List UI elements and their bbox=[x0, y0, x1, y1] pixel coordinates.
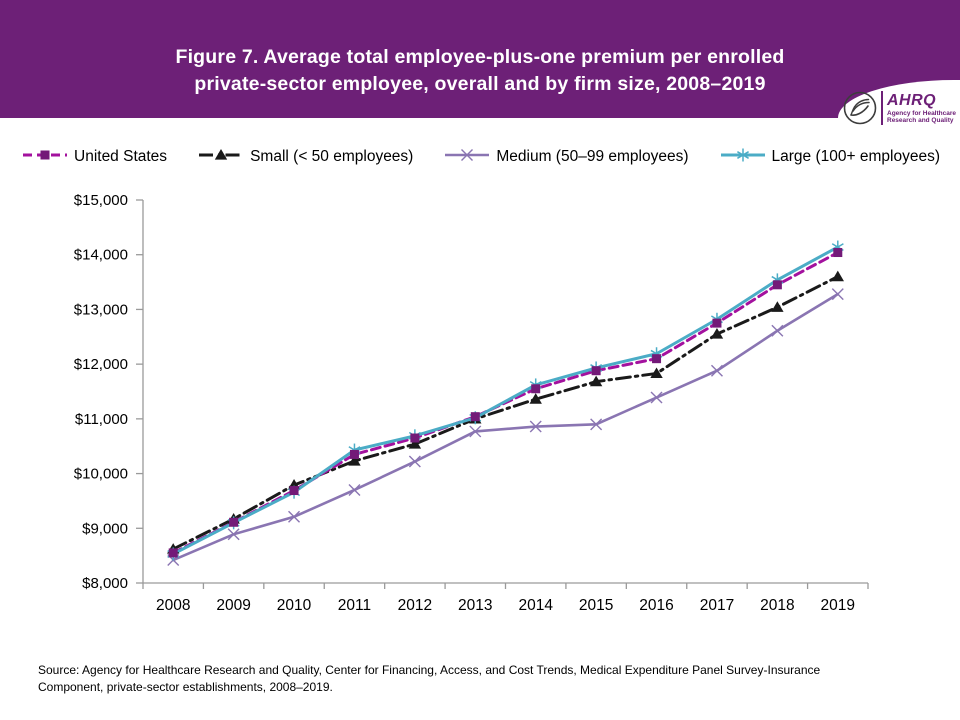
legend-sample-svg bbox=[720, 148, 765, 161]
legend-sample-small bbox=[198, 147, 244, 168]
legend-label-medium: Medium (50–99 employees) bbox=[496, 148, 689, 165]
chart-legend: United States Small (< 50 employees) Med… bbox=[22, 144, 940, 170]
ahrq-tagline-line2: Research and Quality bbox=[887, 116, 954, 124]
y-tick-label: $14,000 bbox=[74, 247, 128, 264]
axes bbox=[142, 200, 868, 584]
y-tick-label: $15,000 bbox=[74, 192, 128, 209]
legend-item-small: Small (< 50 employees) bbox=[198, 147, 413, 168]
x-tick-label: 2015 bbox=[579, 597, 613, 614]
legend-sample-medium bbox=[444, 147, 490, 168]
x-tick-label: 2010 bbox=[277, 597, 312, 614]
x-tick-label: 2011 bbox=[338, 597, 371, 614]
series-markers-united-states bbox=[168, 248, 843, 558]
legend-item-large: Large (100+ employees) bbox=[720, 147, 940, 168]
y-tick-label: $12,000 bbox=[74, 356, 128, 373]
legend-label-united-states: United States bbox=[74, 148, 168, 165]
figure-title: Figure 7. Average total employee-plus-on… bbox=[0, 44, 960, 98]
x-axis-ticks: 2008 2009 2010 2011 2012 2013 2014 2015 2016 2017… bbox=[142, 583, 869, 614]
series-line-small-50-employees bbox=[171, 275, 840, 551]
x-tick-label: 2008 bbox=[156, 597, 190, 614]
y-tick-label: $8,000 bbox=[82, 575, 128, 592]
series-markers-medium-50-99-employees bbox=[167, 288, 844, 567]
figure-title-line2: private-sector employee, overall and by … bbox=[194, 73, 766, 95]
logo-divider bbox=[881, 91, 883, 125]
x-tick-label: 2013 bbox=[458, 597, 492, 614]
y-tick-label: $9,000 bbox=[82, 520, 128, 537]
ahrq-logo: AHRQ Agency for Healthcare Research and … bbox=[842, 86, 958, 130]
series-line-medium-50-99-employees bbox=[171, 292, 840, 562]
legend-sample-svg bbox=[199, 148, 244, 160]
legend-label-large: Large (100+ employees) bbox=[771, 148, 940, 165]
y-tick-label: $11,000 bbox=[75, 411, 128, 428]
series-markers-small-50-employees bbox=[167, 270, 844, 554]
x-tick-label: 2018 bbox=[760, 597, 794, 614]
hhs-eagle-icon bbox=[843, 91, 877, 125]
x-tick-label: 2014 bbox=[518, 597, 553, 614]
ahrq-wordmark: AHRQ bbox=[887, 91, 937, 109]
y-axis-ticks: $8,000 $9,000 $10,000 $11,000 $12,000 $13,000… bbox=[74, 192, 143, 592]
source-note: Source: Agency for Healthcare Research a… bbox=[38, 663, 821, 694]
x-tick-label: 2009 bbox=[216, 597, 250, 614]
legend-sample-svg bbox=[445, 148, 490, 161]
x-tick-label: 2017 bbox=[700, 597, 734, 614]
figure-title-line1: Figure 7. Average total employee-plus-on… bbox=[175, 46, 785, 68]
ahrq-tagline: Agency for Healthcare Research and Quali… bbox=[887, 110, 956, 124]
y-tick-label: $10,000 bbox=[74, 466, 128, 483]
legend-item-united-states: United States bbox=[22, 147, 167, 168]
x-tick-label: 2016 bbox=[639, 597, 673, 614]
logo-text: AHRQ Agency for Healthcare Research and … bbox=[887, 91, 956, 124]
legend-sample-united-states bbox=[22, 147, 68, 168]
legend-sample-large bbox=[720, 147, 766, 168]
legend-sample-svg bbox=[23, 150, 67, 159]
legend-item-medium: Medium (50–99 employees) bbox=[444, 147, 689, 168]
ahrq-tagline-line1: Agency for Healthcare bbox=[887, 109, 956, 117]
header-band: Figure 7. Average total employee-plus-on… bbox=[0, 0, 960, 118]
series-line-large-100-employees bbox=[171, 245, 840, 556]
legend-label-small: Small (< 50 employees) bbox=[250, 148, 414, 165]
x-tick-label: 2019 bbox=[821, 597, 855, 614]
y-tick-label: $13,000 bbox=[74, 301, 128, 318]
x-tick-label: 2012 bbox=[398, 597, 432, 614]
